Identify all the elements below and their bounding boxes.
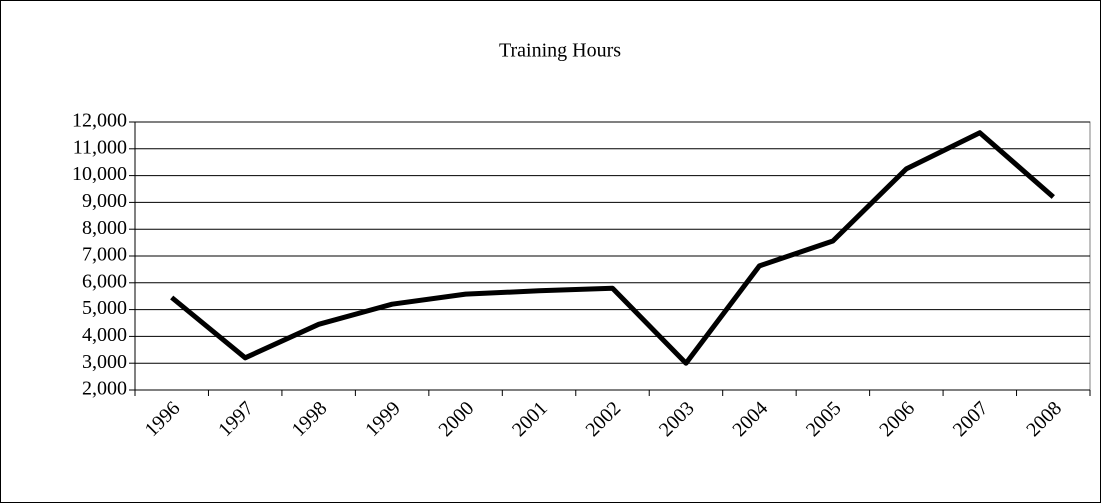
y-tick-label: 9,000 — [82, 190, 127, 212]
y-tick-label: 8,000 — [82, 217, 127, 239]
y-tick-label: 4,000 — [82, 324, 127, 346]
y-tick-label: 6,000 — [82, 270, 127, 292]
y-tick-label: 2,000 — [82, 378, 127, 400]
y-tick-label: 11,000 — [73, 136, 127, 158]
y-tick-label: 7,000 — [82, 244, 127, 266]
y-tick-label: 5,000 — [82, 297, 127, 319]
y-tick-label: 12,000 — [72, 110, 127, 132]
y-tick-label: 10,000 — [72, 163, 127, 185]
y-tick-label: 3,000 — [82, 351, 127, 373]
line-series — [170, 130, 1055, 366]
chart-title: Training Hours — [499, 40, 621, 62]
